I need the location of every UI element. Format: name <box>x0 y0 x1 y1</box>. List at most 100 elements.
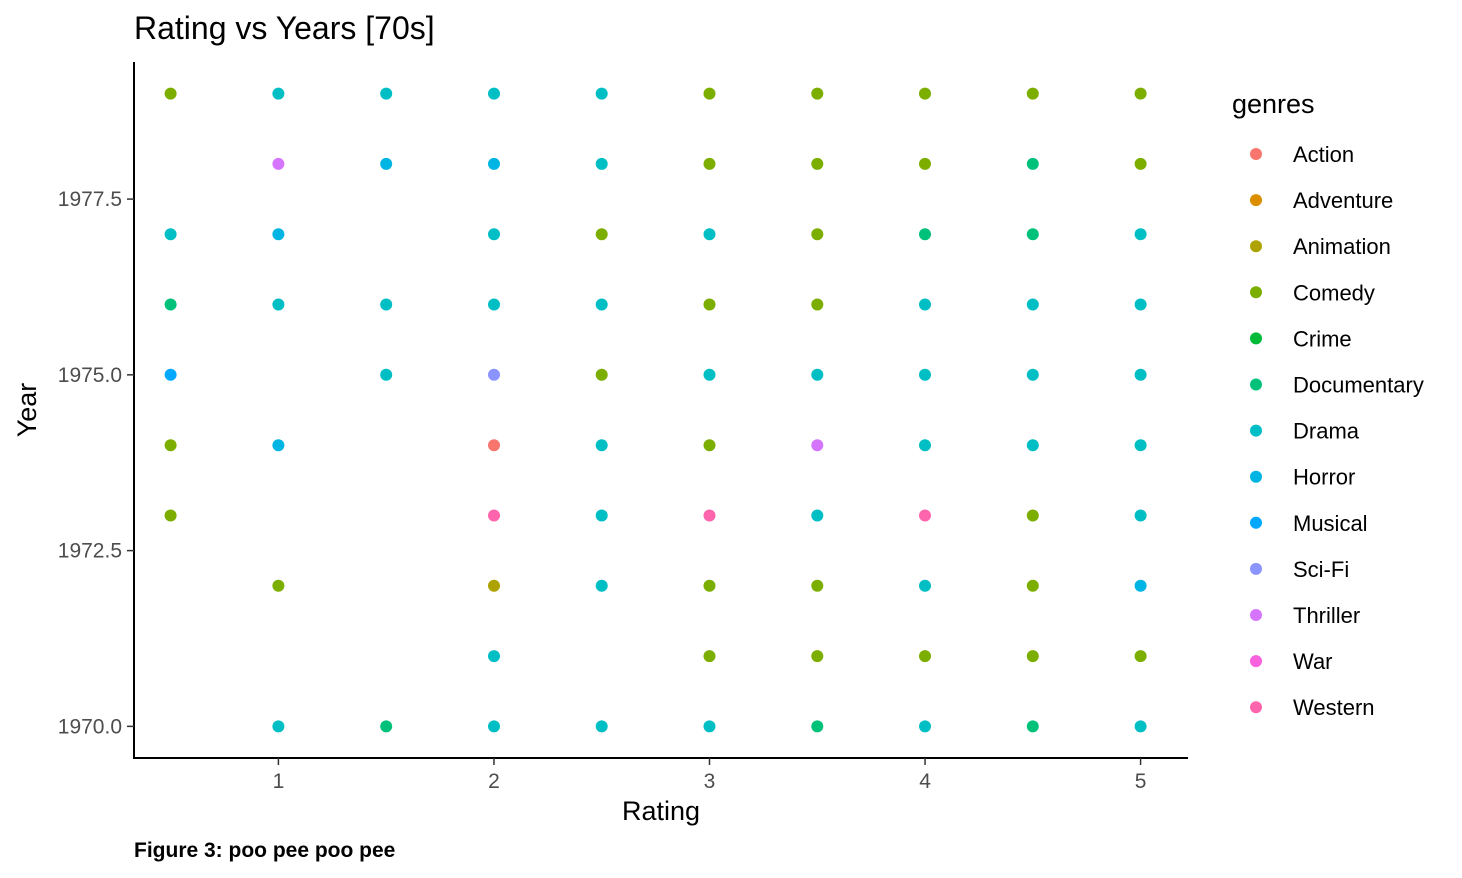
data-point <box>1134 228 1147 241</box>
data-point <box>488 298 500 311</box>
x-tick-label: 5 <box>1135 770 1147 793</box>
legend-swatch <box>1250 148 1262 160</box>
x-tick-label: 3 <box>704 770 716 793</box>
data-point <box>1134 579 1147 592</box>
legend-item: Documentary <box>1250 373 1424 398</box>
data-point <box>380 368 393 381</box>
chart-title: Rating vs Years [70s] <box>134 10 435 46</box>
legend-swatch <box>1250 240 1262 253</box>
legend-label: Action <box>1293 142 1354 167</box>
y-tick-label: 1977.5 <box>58 188 122 211</box>
data-point <box>595 157 608 170</box>
data-point <box>1026 298 1039 311</box>
data-point <box>380 298 393 311</box>
data-point <box>1026 87 1039 100</box>
data-point <box>919 298 931 311</box>
data-point <box>811 228 824 241</box>
y-tick-label: 1970.0 <box>58 715 122 738</box>
data-point <box>595 579 608 592</box>
data-point <box>811 720 824 733</box>
data-point <box>703 157 716 170</box>
legend-label: Adventure <box>1293 188 1393 213</box>
legend-label: Comedy <box>1293 280 1375 305</box>
data-point <box>380 720 393 733</box>
legend-label: War <box>1293 649 1333 674</box>
data-point <box>595 228 608 241</box>
data-point <box>1026 509 1039 522</box>
data-point <box>595 87 608 100</box>
figure-caption: Figure 3: poo pee poo pee <box>134 839 396 862</box>
data-point <box>164 228 177 241</box>
data-point <box>919 157 931 170</box>
y-tick-label: 1972.5 <box>58 540 122 563</box>
legend-item: Adventure <box>1250 188 1393 213</box>
data-point <box>811 157 824 170</box>
legend-label: Western <box>1293 695 1375 720</box>
data-point <box>919 228 931 241</box>
data-point <box>595 509 608 522</box>
data-point <box>595 439 608 452</box>
data-point <box>488 87 500 100</box>
data-point <box>811 650 824 663</box>
legend-title: genres <box>1232 89 1315 119</box>
legend-swatch <box>1250 516 1262 529</box>
data-point <box>272 157 285 170</box>
data-point <box>1134 439 1147 452</box>
data-point <box>488 579 500 592</box>
data-point <box>272 720 285 733</box>
legend-item: Horror <box>1250 465 1355 490</box>
legend-swatch <box>1250 701 1262 714</box>
data-point <box>164 368 177 381</box>
data-point <box>703 720 716 733</box>
legend-item: Crime <box>1250 326 1352 351</box>
legend-label: Documentary <box>1293 373 1424 398</box>
data-point <box>703 509 716 522</box>
legend-entries: Action Adventure Animation Comedy Crime Docum… <box>1250 142 1424 720</box>
data-point <box>164 439 177 452</box>
data-point <box>1026 228 1039 241</box>
data-point <box>1134 157 1147 170</box>
legend-swatch <box>1250 194 1262 207</box>
legend-item: Drama <box>1250 419 1360 444</box>
legend-item: Animation <box>1250 234 1391 259</box>
legend-item: Western <box>1250 695 1375 720</box>
data-point <box>488 509 500 522</box>
legend-item: War <box>1250 649 1333 674</box>
legend-item: Comedy <box>1250 280 1375 305</box>
legend-label: Horror <box>1293 465 1355 490</box>
data-point <box>919 509 931 522</box>
legend-swatch <box>1250 332 1262 345</box>
data-point <box>164 298 177 311</box>
y-tick-label: 1975.0 <box>58 364 122 387</box>
data-point <box>1134 720 1147 733</box>
legend-swatch <box>1250 655 1262 668</box>
legend-label: Crime <box>1293 326 1352 351</box>
data-point <box>488 157 500 170</box>
data-point <box>488 720 500 733</box>
data-point <box>488 439 500 452</box>
data-point <box>380 157 393 170</box>
data-point <box>488 650 500 663</box>
data-point <box>919 87 931 100</box>
legend-label: Drama <box>1293 419 1360 444</box>
data-point <box>1026 650 1039 663</box>
legend-label: Sci-Fi <box>1293 557 1349 582</box>
data-point <box>919 439 931 452</box>
legend-item: Musical <box>1250 511 1368 536</box>
legend-item: Sci-Fi <box>1250 557 1349 582</box>
legend-swatch <box>1250 470 1262 483</box>
data-point <box>272 439 285 452</box>
x-tick-label: 4 <box>919 770 931 793</box>
data-point <box>164 509 177 522</box>
legend-label: Musical <box>1293 511 1368 536</box>
legend-swatch <box>1250 286 1262 299</box>
legend-swatch <box>1250 609 1262 621</box>
data-point <box>919 368 931 381</box>
legend-swatch <box>1250 378 1262 391</box>
data-point <box>1026 157 1039 170</box>
data-point <box>488 228 500 241</box>
data-point <box>811 439 824 452</box>
data-point <box>703 228 716 241</box>
legend-label: Animation <box>1293 234 1391 259</box>
data-point <box>919 579 931 592</box>
